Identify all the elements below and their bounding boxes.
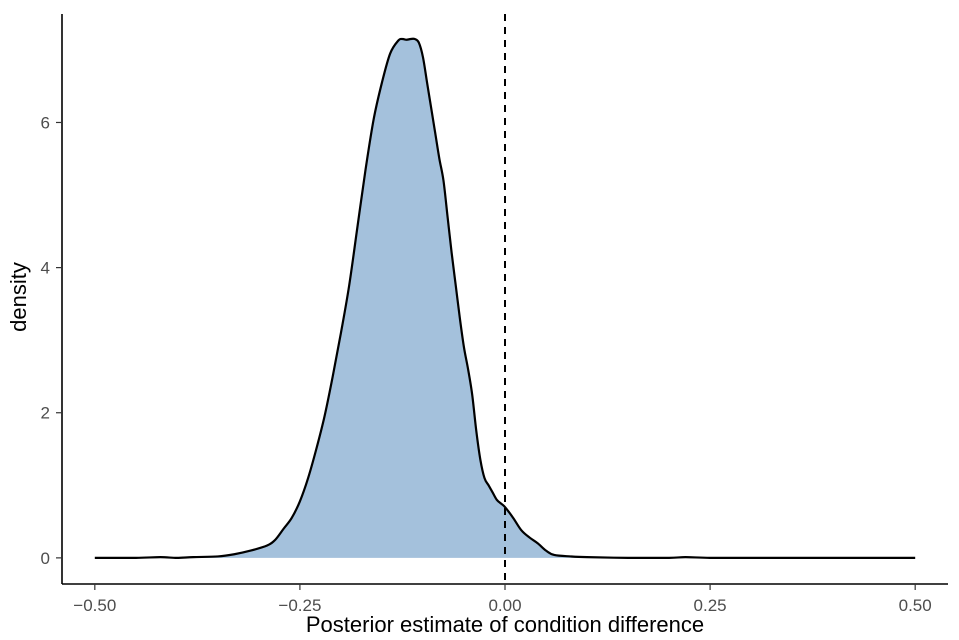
x-tick-label: −0.50 [73, 596, 116, 615]
y-tick-label: 4 [41, 259, 50, 278]
x-axis-ticks: −0.50 −0.25 0.00 0.25 0.50 [73, 584, 932, 615]
density-curve [94, 37, 916, 559]
y-tick-label: 2 [41, 404, 50, 423]
x-tick-label: 0.25 [694, 596, 727, 615]
y-axis-title: density [6, 262, 31, 332]
x-axis-title: Posterior estimate of condition differen… [306, 612, 704, 637]
x-tick-label: 0.50 [899, 596, 932, 615]
y-tick-label: 6 [41, 113, 50, 132]
plot-area [94, 14, 916, 584]
density-area [94, 38, 916, 558]
y-axis-ticks: 0 2 4 6 [41, 113, 62, 568]
x-tick-label: 0.00 [488, 596, 521, 615]
x-tick-label: −0.25 [278, 596, 321, 615]
y-tick-label: 0 [41, 549, 50, 568]
